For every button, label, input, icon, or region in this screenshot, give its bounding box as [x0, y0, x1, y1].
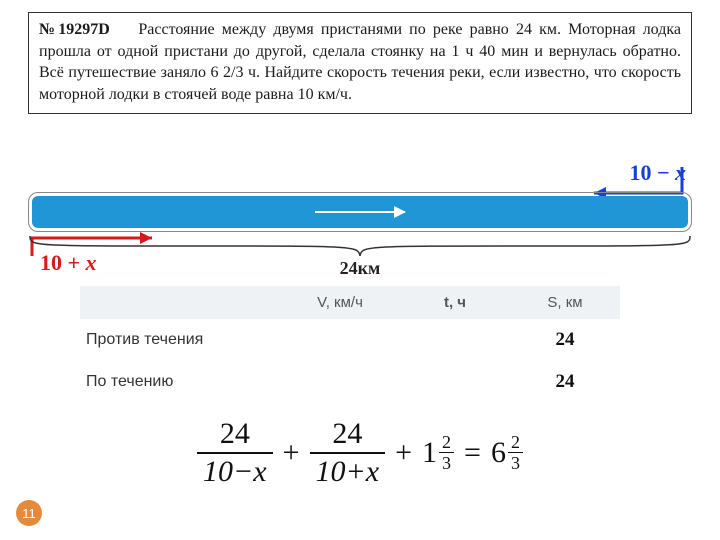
river-container	[28, 192, 692, 232]
table-header-blank	[80, 286, 280, 319]
plus-1: +	[283, 436, 300, 470]
row-v	[280, 319, 400, 361]
equation: 24 10−x + 24 10+x + 1 2 3 = 6 2 3	[0, 418, 720, 487]
problem-text: Расстояние между двумя пристанями по рек…	[39, 21, 681, 103]
motion-table: V, км/ч t, ч S, км Против течения 24 По …	[80, 286, 620, 403]
slide-number-badge: 11	[16, 500, 42, 526]
problem-box: №19297D Расстояние между двумя пристаням…	[28, 12, 692, 114]
row-label: По течению	[80, 361, 280, 403]
problem-id: №19297D	[39, 21, 110, 38]
fraction-2: 24 10+x	[310, 418, 386, 487]
row-label: Против течения	[80, 319, 280, 361]
table-header-v: V, км/ч	[280, 286, 400, 319]
river-bar	[32, 196, 688, 228]
equals: =	[464, 436, 481, 470]
table-header-s: S, км	[510, 286, 620, 319]
row-t	[400, 319, 510, 361]
river-flow-arrow	[315, 211, 405, 213]
table-row: По течению 24	[80, 361, 620, 403]
mixed-1: 1 2 3	[422, 433, 454, 472]
row-s: 24	[510, 361, 620, 403]
table-header-t: t, ч	[400, 286, 510, 319]
distance-brace	[28, 234, 692, 256]
row-s: 24	[510, 319, 620, 361]
distance-label: 24км	[0, 258, 720, 279]
plus-2: +	[395, 436, 412, 470]
table-header-row: V, км/ч t, ч S, км	[80, 286, 620, 319]
fraction-1: 24 10−x	[197, 418, 273, 487]
mixed-2: 6 2 3	[491, 433, 523, 472]
table-row: Против течения 24	[80, 319, 620, 361]
row-t	[400, 361, 510, 403]
row-v	[280, 361, 400, 403]
